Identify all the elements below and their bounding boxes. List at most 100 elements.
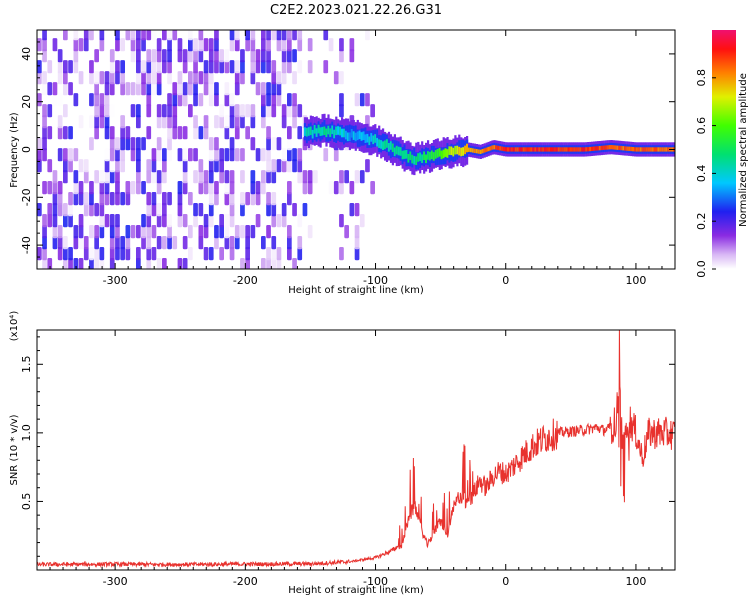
spectrogram-noise-cell bbox=[339, 181, 344, 195]
spectrogram-noise-cell bbox=[109, 236, 115, 250]
spectrogram-noise-cell bbox=[156, 170, 162, 184]
spectrogram-noise-cell bbox=[162, 214, 167, 228]
spectrogram-noise-cell bbox=[73, 236, 79, 250]
spectrogram-noise-cell bbox=[224, 236, 230, 250]
spectrogram-noise-cell bbox=[104, 148, 110, 162]
spectrogram-noise-cell bbox=[276, 93, 282, 107]
snr-y-ticks: 0.5 1.0 1.5 bbox=[20, 336, 675, 557]
spectrogram-noise-cell bbox=[136, 38, 141, 52]
spectrogram-noise-cell bbox=[297, 170, 303, 184]
spectrogram-ridge-cell bbox=[473, 148, 476, 153]
snr-panel: -300 -200 -100 0 100 0.5 1.0 1.5 Height of str… bbox=[9, 311, 676, 596]
spectrogram-noise-cell bbox=[245, 236, 250, 250]
spectrogram-noise-cell bbox=[136, 115, 141, 129]
spectrogram-noise-cell bbox=[78, 192, 84, 206]
spectrogram-noise-cell bbox=[234, 148, 240, 162]
spectrogram-noise-cell bbox=[73, 192, 79, 206]
spectrogram-noise-cell bbox=[281, 203, 287, 217]
spectrogram-noise-cell bbox=[224, 126, 230, 140]
spectrogram-noise-cell bbox=[109, 82, 115, 96]
spectrogram-noise-cell bbox=[339, 93, 344, 107]
spectrogram-noise-cell bbox=[208, 203, 214, 217]
spectrogram-ridge-cell bbox=[514, 147, 517, 152]
spectrogram-noise-cell bbox=[219, 115, 224, 129]
spectrogram-noise-cell bbox=[229, 104, 235, 118]
spectrogram-ridge-cell bbox=[471, 148, 475, 153]
spectrogram-noise-cell bbox=[78, 236, 84, 250]
spectrogram-ridge-cell bbox=[495, 145, 498, 150]
spectrogram-noise-cell bbox=[73, 49, 79, 63]
spectrogram-ridge-cell bbox=[520, 147, 523, 152]
spectrogram-noise-cell bbox=[266, 247, 271, 261]
spectrogram-noise-cell bbox=[177, 214, 183, 228]
spectrogram-noise-cell bbox=[172, 115, 178, 129]
spectrogram-noise-cell bbox=[42, 38, 47, 52]
spectrogram-noise-cell bbox=[156, 60, 162, 74]
spectrogram-noise-cell bbox=[250, 49, 256, 63]
spectrogram-noise-cell bbox=[271, 71, 277, 85]
spectrogram-noise-cell bbox=[146, 192, 152, 206]
spectrogram-noise-cell bbox=[78, 159, 84, 173]
spectrogram-noise-cell bbox=[250, 181, 256, 195]
snr-y-axis-label: SNR (10 * v/v) bbox=[9, 414, 20, 485]
spectrogram-noise-cell bbox=[146, 60, 152, 74]
spectrogram-noise-cell bbox=[42, 126, 47, 140]
spectrogram-ridge-cell bbox=[622, 146, 625, 151]
spectrogram-noise-cell bbox=[83, 30, 89, 41]
spectrogram-noise-cell bbox=[63, 159, 68, 173]
spectrogram-noise-cell bbox=[287, 49, 292, 63]
spectrogram-noise-cell bbox=[198, 38, 204, 52]
spectrogram-y-tick-label: 0 bbox=[20, 146, 33, 153]
spectrogram-noise-cell bbox=[245, 225, 250, 239]
spectrogram-noise-cell bbox=[42, 82, 47, 96]
spectrogram-noise-cell bbox=[182, 126, 188, 140]
spectrogram-ridge-cell bbox=[548, 147, 551, 152]
spectrogram-ridge-cell bbox=[364, 134, 367, 143]
spectrogram-noise-cell bbox=[130, 181, 136, 195]
snr-y-tick-label: 1.0 bbox=[20, 424, 33, 442]
spectrogram-noise-cell bbox=[359, 214, 365, 228]
spectrogram-ridge-cell bbox=[460, 147, 463, 157]
spectrogram-noise-cell bbox=[156, 137, 162, 151]
spectrogram-noise-cell bbox=[136, 181, 141, 195]
spectrogram-ridge-cell bbox=[565, 147, 568, 152]
spectrogram-noise-cell bbox=[214, 137, 219, 151]
spectrogram-noise-cell bbox=[42, 104, 47, 118]
spectrogram-noise-cell bbox=[344, 225, 349, 239]
spectrogram-noise-cell bbox=[287, 126, 292, 140]
snr-x-tick-label: -300 bbox=[103, 575, 128, 588]
spectrogram-noise-cell bbox=[63, 170, 68, 184]
spectrogram-noise-cell bbox=[281, 49, 287, 63]
spectrogram-noise-cell bbox=[193, 82, 198, 96]
spectrogram-noise-cell bbox=[47, 203, 53, 217]
spectrogram-noise-cell bbox=[261, 170, 266, 184]
snr-x-tick-label: -100 bbox=[363, 575, 388, 588]
spectrogram-noise-cell bbox=[151, 247, 157, 261]
spectrogram-noise-cell bbox=[162, 236, 167, 250]
spectrogram-noise-cell bbox=[109, 170, 115, 184]
spectrogram-noise-cell bbox=[297, 104, 303, 118]
spectrogram-noise-cell bbox=[193, 71, 198, 85]
spectrogram-noise-cell bbox=[224, 82, 230, 96]
spectrogram-noise-cell bbox=[276, 137, 282, 151]
spectrogram-noise-cell bbox=[83, 159, 89, 173]
spectrogram-x-tick-label: 0 bbox=[502, 274, 509, 287]
spectrogram-ridge-cell bbox=[452, 147, 455, 157]
spectrogram-ridge-cell bbox=[528, 147, 531, 152]
spectrogram-noise-cell bbox=[287, 247, 292, 261]
colorbar-tick-label: 0.6 bbox=[695, 117, 708, 135]
spectrogram-ridge-cell bbox=[360, 132, 363, 141]
spectrogram-ridge-cell bbox=[427, 151, 430, 160]
spectrogram-noise-cell bbox=[167, 104, 172, 118]
spectrogram-noise-cell bbox=[198, 126, 204, 140]
spectrogram-noise-cell bbox=[245, 126, 250, 140]
spectrogram-ridge-cell bbox=[405, 150, 408, 159]
spectrogram-noise-cell bbox=[214, 49, 219, 63]
spectrogram-noise-cell bbox=[151, 225, 157, 239]
spectrogram-ridge-cell bbox=[415, 156, 418, 165]
spectrogram-noise-cell bbox=[182, 181, 188, 195]
spectrogram-noise-cell bbox=[177, 126, 183, 140]
spectrogram-ridge-cell bbox=[374, 134, 377, 143]
spectrogram-noise-cell bbox=[219, 214, 224, 228]
spectrogram-noise-cell bbox=[255, 214, 261, 228]
